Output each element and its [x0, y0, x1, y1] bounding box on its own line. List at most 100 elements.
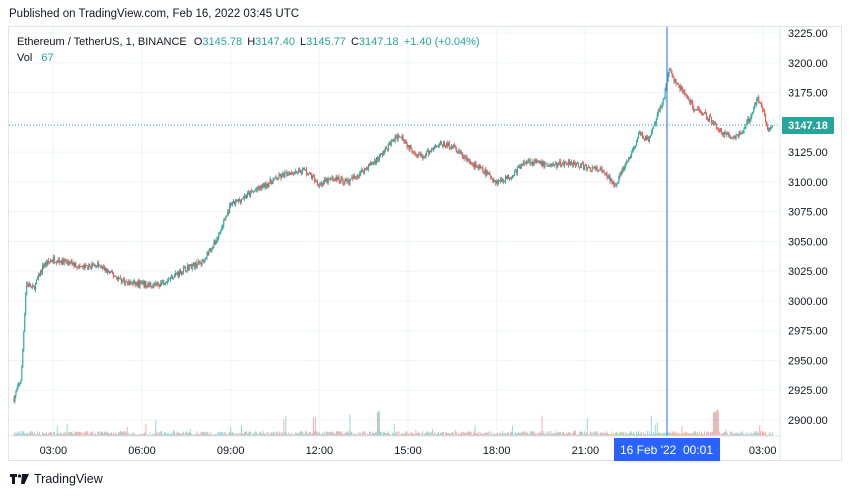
volume-bar	[479, 431, 481, 436]
volume-bar	[460, 432, 462, 436]
volume-bar	[428, 433, 430, 436]
candle-body	[61, 258, 63, 264]
volume-bar	[190, 433, 192, 436]
volume-bar	[365, 433, 367, 436]
volume-bar	[285, 416, 287, 436]
candle-body	[251, 191, 253, 193]
candle-body	[370, 162, 372, 166]
candle-body	[761, 103, 763, 107]
candle-body	[82, 265, 84, 267]
volume-bar	[27, 433, 29, 436]
volume-bar	[44, 433, 46, 436]
candle-body	[165, 283, 167, 284]
candle-body	[712, 121, 714, 124]
volume-bar	[211, 434, 213, 436]
chart-frame[interactable]	[8, 26, 842, 461]
volume-bar	[75, 432, 77, 436]
candle-body	[307, 173, 309, 175]
candle-body	[719, 128, 721, 132]
volume-bar	[623, 431, 625, 436]
volume-bar	[252, 432, 254, 436]
volume-bar	[506, 433, 508, 436]
volume-bar	[250, 434, 252, 436]
volume-bar	[396, 431, 398, 436]
candle-body	[607, 177, 609, 179]
symbol-label[interactable]: Ethereum / TetherUS, 1, BINANCE	[17, 36, 187, 48]
candle-body	[107, 270, 109, 273]
volume-bar	[32, 431, 34, 436]
candle-body	[89, 263, 91, 267]
volume-bar	[144, 432, 146, 436]
price-chart[interactable]: 3225.003200.003175.003150.003125.003100.…	[0, 0, 850, 470]
candle-body	[655, 119, 657, 124]
candle-body	[112, 273, 114, 277]
volume-bar	[537, 432, 539, 436]
volume-bar	[332, 432, 334, 436]
volume-bar	[483, 433, 485, 436]
candle-body	[520, 163, 522, 169]
candle-body	[265, 182, 267, 188]
candle-body	[168, 279, 170, 282]
volume-bar	[525, 431, 527, 436]
candle-body	[41, 271, 43, 273]
candle-body	[539, 161, 541, 164]
volume-bar	[629, 432, 631, 436]
volume-bar	[184, 432, 186, 436]
candle-body	[278, 174, 280, 179]
volume-bar	[41, 431, 43, 436]
candle-body	[656, 114, 658, 120]
volume-bar	[308, 431, 310, 436]
volume-bar	[632, 434, 634, 436]
candle-body	[525, 161, 527, 164]
y-tick-label: 3100.00	[788, 177, 828, 189]
candle-body	[737, 134, 739, 137]
candle-body	[117, 277, 119, 280]
volume-bar	[395, 432, 397, 436]
volume-bar	[186, 432, 188, 436]
candle-body	[272, 180, 274, 184]
candle-body	[512, 175, 514, 177]
volume-bar	[727, 434, 729, 436]
volume-bar	[370, 431, 372, 436]
volume-bar	[202, 432, 204, 436]
candle-body	[283, 173, 285, 178]
tradingview-brand[interactable]: TradingView	[34, 472, 103, 486]
volume-bar	[418, 432, 420, 436]
volume-bar	[441, 432, 443, 436]
candle-body	[764, 111, 766, 116]
volume-bar	[456, 434, 458, 436]
volume-bar	[647, 434, 649, 436]
candle-body	[699, 109, 701, 113]
volume-bar	[652, 432, 654, 436]
volume-bar	[178, 433, 180, 436]
candle-body	[654, 123, 656, 125]
candle-body	[39, 274, 41, 277]
volume-bar	[710, 432, 712, 436]
volume-bar	[678, 433, 680, 436]
candle-body	[359, 173, 361, 176]
candle-body	[446, 143, 448, 146]
volume-bar	[453, 434, 455, 436]
volume-bar	[613, 434, 615, 436]
candle-body	[632, 149, 634, 153]
volume-bar	[220, 431, 222, 436]
volume-bar	[318, 431, 320, 436]
tradingview-logo-icon[interactable]	[10, 474, 29, 484]
candle-body	[211, 249, 213, 251]
candle-body	[608, 175, 610, 178]
candle-body	[124, 280, 126, 285]
candle-body	[127, 281, 129, 284]
candle-body	[558, 163, 560, 165]
candle-body	[477, 167, 479, 168]
volume-bar	[587, 434, 589, 436]
candle-body	[248, 192, 250, 196]
candle-body	[454, 146, 456, 148]
candle-body	[151, 286, 153, 288]
volume-bar	[204, 432, 206, 436]
volume-bar	[692, 433, 694, 436]
volume-bar	[166, 433, 168, 436]
candle-body	[576, 163, 578, 165]
candle-body	[396, 135, 398, 140]
close-value: 3147.18	[358, 36, 399, 48]
candle-body	[452, 145, 454, 149]
